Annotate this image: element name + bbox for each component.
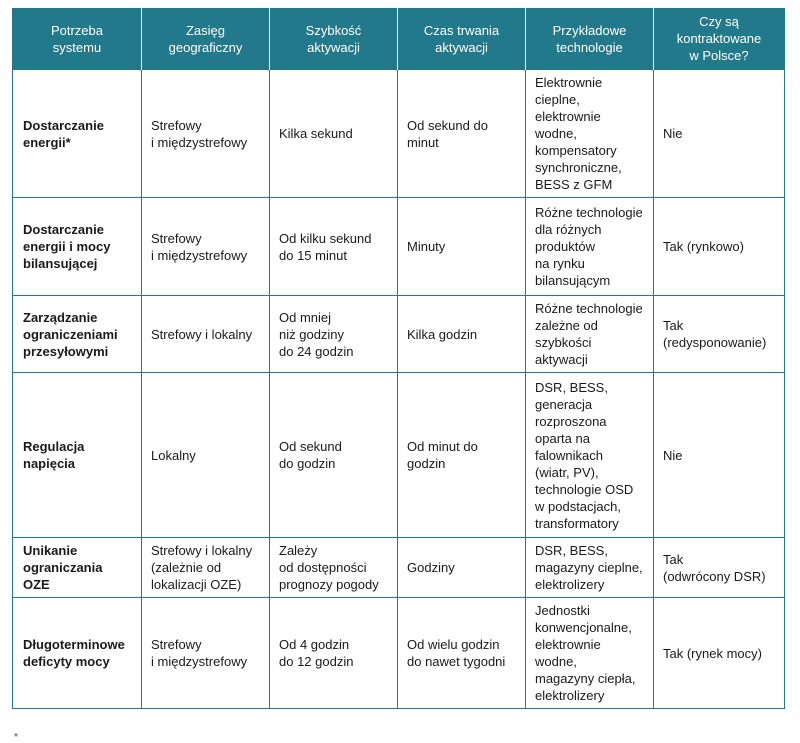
header-range: Zasięg geograficzny — [141, 8, 270, 70]
cell-tech: Różne technologie zależne od szybkości a… — [525, 295, 654, 373]
system-needs-table: Potrzeba systemu Zasięg geograficzny Szy… — [12, 8, 785, 709]
cell-speed: Od 4 godzin do 12 godzin — [269, 597, 398, 709]
header-tech: Przykładowe technologie — [525, 8, 654, 70]
cell-speed: Zależy od dostępności prognozy pogody — [269, 537, 398, 598]
header-contracted: Czy są kontraktowane w Polsce? — [653, 8, 785, 70]
cell-tech: DSR, BESS, generacja rozproszona oparta … — [525, 372, 654, 538]
header-need: Potrzeba systemu — [12, 8, 142, 70]
cell-contracted: Tak (rynkowo) — [653, 197, 785, 296]
table-row: Dostarczanie energii* Strefowy i międzys… — [12, 69, 785, 198]
cell-need: Zarządzanie ograniczeniami przesyłowymi — [12, 295, 142, 373]
cell-contracted: Tak (odwrócony DSR) — [653, 537, 785, 598]
cell-contracted: Nie — [653, 69, 785, 198]
cell-contracted: Tak (redysponowanie) — [653, 295, 785, 373]
header-speed: Szybkość aktywacji — [269, 8, 398, 70]
cell-contracted: Tak (rynek mocy) — [653, 597, 785, 709]
table-header: Potrzeba systemu Zasięg geograficzny Szy… — [12, 8, 785, 70]
cell-duration: Od wielu godzin do nawet tygodni — [397, 597, 526, 709]
cell-range: Lokalny — [141, 372, 270, 538]
table-row: Unikanie ograniczania OZE Strefowy i lok… — [12, 537, 785, 598]
cell-tech: Jednostki konwencjonalne, elektrownie wo… — [525, 597, 654, 709]
table-row: Regulacja napięcia Lokalny Od sekund do … — [12, 372, 785, 538]
cell-need: Dostarczanie energii i mocy bilansującej — [12, 197, 142, 296]
cell-speed: Od kilku sekund do 15 minut — [269, 197, 398, 296]
cell-duration: Minuty — [397, 197, 526, 296]
cell-range: Strefowy i międzystrefowy — [141, 197, 270, 296]
cell-need: Unikanie ograniczania OZE — [12, 537, 142, 598]
cell-tech: Elektrownie cieplne, elektrownie wodne, … — [525, 69, 654, 198]
cell-need: Dostarczanie energii* — [12, 69, 142, 198]
cell-contracted: Nie — [653, 372, 785, 538]
table-row: Zarządzanie ograniczeniami przesyłowymi … — [12, 295, 785, 373]
header-row: Potrzeba systemu Zasięg geograficzny Szy… — [12, 8, 785, 70]
header-duration: Czas trwania aktywacji — [397, 8, 526, 70]
cell-duration: Godziny — [397, 537, 526, 598]
footnote: * — [14, 732, 18, 743]
cell-range: Strefowy i międzystrefowy — [141, 597, 270, 709]
cell-tech: DSR, BESS, magazyny cieplne, elektrolize… — [525, 537, 654, 598]
cell-duration: Od minut do godzin — [397, 372, 526, 538]
cell-range: Strefowy i lokalny — [141, 295, 270, 373]
cell-tech: Różne technologie dla różnych produktów … — [525, 197, 654, 296]
table-body: Dostarczanie energii* Strefowy i międzys… — [12, 69, 785, 709]
cell-range: Strefowy i lokalny (zależnie od lokaliza… — [141, 537, 270, 598]
cell-need: Regulacja napięcia — [12, 372, 142, 538]
table-row: Długoterminowe deficyty mocy Strefowy i … — [12, 597, 785, 709]
table-row: Dostarczanie energii i mocy bilansującej… — [12, 197, 785, 296]
cell-need: Długoterminowe deficyty mocy — [12, 597, 142, 709]
cell-speed: Od sekund do godzin — [269, 372, 398, 538]
cell-speed: Od mniej niż godziny do 24 godzin — [269, 295, 398, 373]
cell-duration: Od sekund do minut — [397, 69, 526, 198]
cell-range: Strefowy i międzystrefowy — [141, 69, 270, 198]
cell-duration: Kilka godzin — [397, 295, 526, 373]
cell-speed: Kilka sekund — [269, 69, 398, 198]
